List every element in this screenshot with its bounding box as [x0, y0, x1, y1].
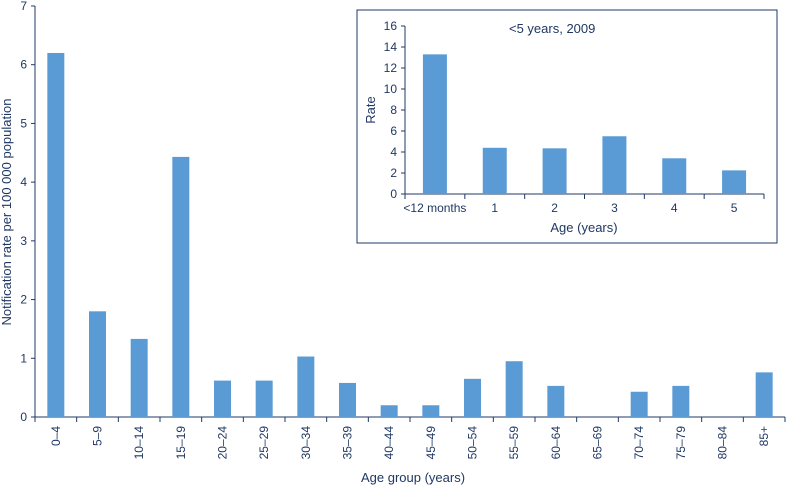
- main-x-tick-label: 20–24: [216, 426, 230, 460]
- main-y-tick-label: 5: [20, 116, 27, 130]
- inset-bar: [422, 54, 447, 194]
- inset-y-tick-label: 6: [390, 124, 397, 138]
- main-bar: [630, 391, 648, 417]
- inset-x-tick-label: 1: [491, 201, 498, 215]
- main-x-tick-label: 50–54: [466, 426, 480, 460]
- main-x-tick-label: 15–19: [174, 426, 188, 460]
- inset-bar: [662, 158, 687, 194]
- main-x-tick-label: 35–39: [341, 426, 355, 460]
- main-y-tick-label: 4: [20, 175, 27, 189]
- main-x-ticks: 0–4 5–9 10–14 15–19 20–24 25–29 30–34 35–39 40–4…: [34, 417, 786, 460]
- inset-y-tick-label: 16: [384, 19, 398, 33]
- main-x-tick-label: 45–49: [424, 426, 438, 460]
- main-y-tick-label: 0: [20, 410, 27, 424]
- main-x-tick-label: 55–59: [507, 426, 521, 460]
- main-bar: [172, 156, 190, 417]
- main-x-tick-label: 40–44: [382, 426, 396, 460]
- main-bar: [297, 356, 315, 417]
- main-bar: [214, 380, 231, 417]
- inset-bar: [722, 170, 747, 194]
- main-bar: [89, 311, 106, 417]
- inset-y-tick-label: 4: [390, 145, 397, 159]
- inset-y-tick-label: 12: [384, 61, 398, 75]
- main-bar: [755, 372, 773, 417]
- inset-bar: [542, 148, 567, 194]
- inset-x-tick-label: 3: [611, 201, 618, 215]
- inset-bar: [602, 136, 627, 194]
- main-x-tick-label: 70–74: [632, 426, 646, 460]
- inset-y-tick-label: 14: [384, 40, 398, 54]
- main-x-tick-label: 60–64: [549, 426, 563, 460]
- main-y-axis-label: Notification rate per 100 000 population: [0, 99, 14, 326]
- main-bar: [255, 380, 273, 417]
- main-y-tick-label: 2: [20, 293, 27, 307]
- inset-y-tick-label: 2: [390, 166, 397, 180]
- inset-title: <5 years, 2009: [509, 21, 595, 36]
- inset-bars: [422, 54, 747, 194]
- main-y-ticks: 0 1 2 3 4 5 6 7: [20, 0, 35, 424]
- inset-x-tick-label: 2: [551, 201, 558, 215]
- inset-x-tick-label: <12 months: [403, 201, 466, 215]
- main-bars: [47, 52, 773, 417]
- main-bar: [547, 385, 565, 417]
- main-x-tick-label: 80–84: [716, 426, 730, 460]
- inset-y-tick-label: 0: [390, 187, 397, 201]
- main-bar: [380, 405, 398, 417]
- inset-x-ticks: <12 months 1 2 3 4 5: [403, 194, 765, 215]
- inset-x-axis-label: Age (years): [550, 220, 617, 235]
- main-x-axis-label: Age group (years): [361, 470, 465, 485]
- main-y-tick-label: 7: [20, 0, 27, 13]
- main-bar: [47, 52, 65, 417]
- main-y-tick-label: 3: [20, 234, 27, 248]
- main-bar: [672, 385, 690, 417]
- inset-bar: [482, 147, 507, 194]
- main-x-tick-label: 85+: [757, 426, 771, 446]
- inset-y-tick-label: 8: [390, 103, 397, 117]
- main-x-tick-label: 10–14: [132, 426, 146, 460]
- main-x-tick-label: 25–29: [257, 426, 271, 460]
- main-x-tick-label: 0–4: [49, 426, 63, 446]
- inset-y-axis-label: Rate: [363, 96, 378, 123]
- main-y-tick-label: 1: [20, 351, 27, 365]
- inset-x-tick-label: 5: [731, 201, 738, 215]
- inset-x-tick-label: 4: [671, 201, 678, 215]
- main-bar: [130, 338, 148, 417]
- main-bar: [464, 378, 481, 417]
- main-x-tick-label: 5–9: [91, 426, 105, 446]
- inset-y-tick-label: 10: [384, 82, 398, 96]
- main-x-tick-label: 65–69: [591, 426, 605, 460]
- main-y-tick-label: 6: [20, 58, 27, 72]
- main-x-tick-label: 75–79: [674, 426, 688, 460]
- main-bar: [339, 382, 356, 417]
- main-x-tick-label: 30–34: [299, 426, 313, 460]
- main-bar: [422, 405, 440, 417]
- main-bar: [505, 361, 523, 417]
- inset-y-ticks: 0 2 4 6 8 10 12 14 16: [384, 19, 405, 201]
